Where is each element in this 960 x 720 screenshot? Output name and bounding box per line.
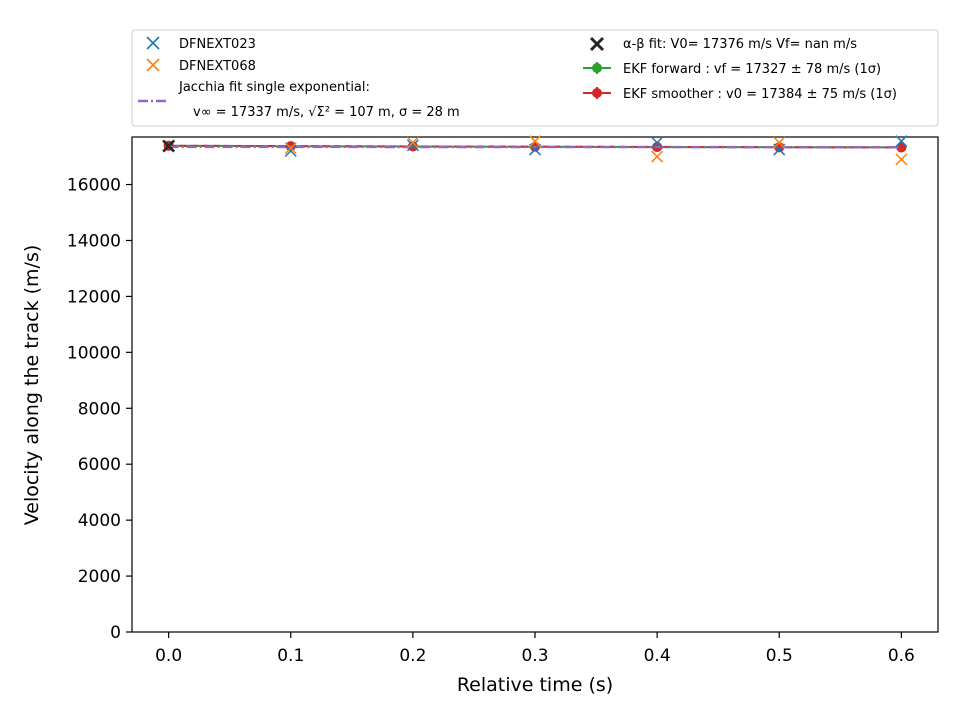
y-tick-label: 6000 bbox=[78, 455, 121, 475]
x-tick-label: 0.3 bbox=[521, 646, 548, 666]
plot-layer bbox=[162, 135, 908, 166]
legend-box bbox=[131, 29, 939, 127]
data-point bbox=[896, 142, 907, 153]
legend-marker-alpha-beta bbox=[589, 36, 605, 52]
x-tick-label: 0.2 bbox=[399, 646, 426, 666]
legend-label-ekf-forward: EKF forward : vf = 17327 ± 78 m/s (1σ) bbox=[623, 62, 881, 77]
data-point bbox=[528, 135, 542, 148]
y-tick-label: 4000 bbox=[78, 511, 121, 531]
x-axis-ticks: 0.0 0.1 0.2 0.3 0.4 0.5 0.6 bbox=[155, 632, 915, 666]
x-tick-label: 0.4 bbox=[644, 646, 671, 666]
data-point bbox=[651, 150, 664, 163]
y-tick-label: 0 bbox=[110, 623, 121, 643]
x-tick-label: 0.5 bbox=[766, 646, 793, 666]
legend-label-dfnext023: DFNEXT023 bbox=[179, 37, 256, 52]
plot-area bbox=[131, 136, 939, 633]
data-point bbox=[895, 153, 908, 166]
legend: DFNEXT023 DFNEXT068 Jacchia fit single e… bbox=[131, 29, 939, 127]
data-point bbox=[284, 142, 297, 155]
x-tick-label: 0.0 bbox=[155, 646, 182, 666]
y-tick-label: 8000 bbox=[78, 399, 121, 419]
data-point bbox=[651, 136, 664, 149]
x-tick-label: 0.1 bbox=[277, 646, 304, 666]
y-tick-label: 10000 bbox=[67, 343, 121, 363]
data-point bbox=[406, 139, 419, 152]
data-point bbox=[284, 144, 297, 158]
data-point bbox=[162, 139, 176, 153]
x-axis-label: Relative time (s) bbox=[457, 674, 613, 696]
legend-label-jacchia-detail: v∞ = 17337 m/s, √Σ² = 107 m, σ = 28 m bbox=[193, 105, 460, 120]
legend-label-ekf-smoother: EKF smoother : v0 = 17384 ± 75 m/s (1σ) bbox=[623, 87, 897, 102]
y-tick-label: 16000 bbox=[67, 176, 121, 196]
legend-marker-ekf-forward bbox=[583, 62, 611, 74]
y-axis-label: Velocity along the track (m/s) bbox=[21, 245, 43, 526]
data-point bbox=[406, 136, 419, 149]
legend-label-jacchia: Jacchia fit single exponential: bbox=[178, 80, 370, 95]
y-tick-label: 14000 bbox=[67, 231, 121, 251]
data-point bbox=[773, 136, 786, 149]
x-tick-label: 0.6 bbox=[888, 646, 915, 666]
legend-label-alpha-beta: α-β fit: V0= 17376 m/s Vf= nan m/s bbox=[623, 37, 857, 52]
data-point bbox=[895, 135, 908, 148]
y-tick-label: 12000 bbox=[67, 287, 121, 307]
y-tick-label: 2000 bbox=[78, 567, 121, 587]
legend-marker-ekf-smoother bbox=[583, 87, 611, 99]
y-axis-ticks: 0 2000 4000 6000 8000 10000 12000 14000 16000 bbox=[67, 176, 132, 643]
legend-label-dfnext068: DFNEXT068 bbox=[179, 59, 256, 74]
legend-marker-dfnext068 bbox=[146, 58, 160, 72]
legend-marker-dfnext023 bbox=[146, 36, 160, 50]
